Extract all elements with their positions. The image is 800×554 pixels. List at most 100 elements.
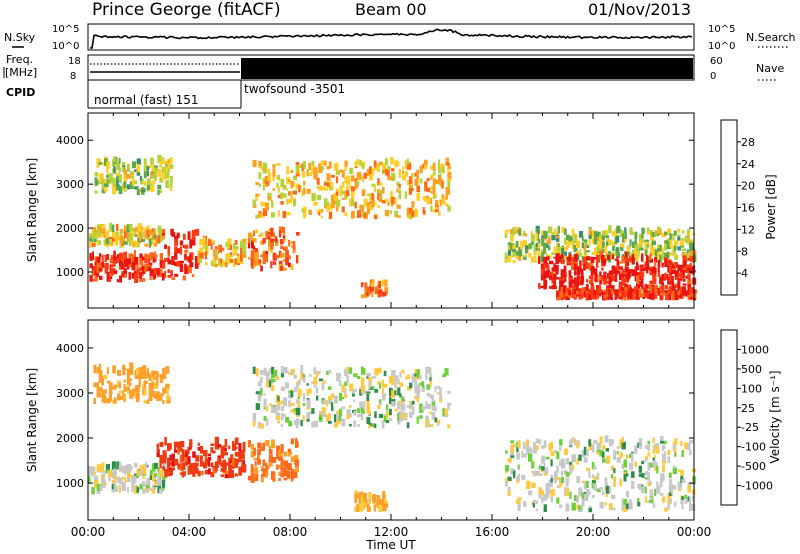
velocity-echo-cell (354, 493, 358, 501)
velocity-echo-cell (602, 491, 605, 495)
velocity-echo-cell (192, 451, 196, 458)
velocity-echo-cell (295, 381, 300, 386)
power-echo-cell (134, 186, 138, 190)
power-echo-cell (389, 157, 394, 165)
power-echo-cell (96, 274, 100, 277)
velocity-echo-cell (293, 411, 297, 415)
velocity-echo-cell (111, 489, 115, 493)
velocity-echo-cell (516, 446, 519, 453)
power-echo-cell (258, 183, 262, 187)
velocity-echo-cell (162, 475, 166, 479)
power-echo-cell (579, 260, 582, 269)
velocity-echo-cell (611, 465, 614, 471)
velocity-echo-cell (156, 377, 159, 387)
velocity-echo-cell (280, 472, 285, 478)
power-echo-cell (626, 271, 630, 276)
power-echo-cell (659, 228, 662, 236)
velocity-colorbar-tick-label: -25 (741, 421, 759, 434)
velocity-colorbar-tick-label: 500 (741, 363, 762, 376)
power-echo-cell (585, 288, 590, 293)
power-echo-cell (242, 252, 246, 258)
power-echo-cell (94, 177, 98, 184)
velocity-echo-cell (401, 369, 405, 374)
power-echo-cell (171, 277, 175, 280)
velocity-echo-cell (224, 462, 229, 466)
power-echo-cell (426, 178, 430, 182)
power-echo-cell (143, 165, 148, 172)
power-echo-cell (214, 252, 218, 261)
velocity-echo-cell (295, 384, 299, 389)
velocity-echo-cell (285, 416, 290, 423)
power-echo-cell (119, 275, 122, 283)
power-echo-cell (93, 236, 97, 243)
velocity-echo-cell (629, 462, 634, 470)
velocity-echo-cell (159, 488, 163, 494)
power-echo-cell (157, 189, 160, 195)
velocity-echo-cell (674, 438, 678, 445)
velocity-x-ticks (87, 320, 695, 520)
velocity-echo-cell (419, 415, 423, 419)
power-echo-cell (123, 264, 128, 268)
power-echo-cell (161, 159, 166, 164)
power-echo-cell (365, 286, 370, 295)
velocity-echo-cell (605, 485, 610, 494)
velocity-echo-cell (578, 454, 582, 461)
velocity-echo-cell (687, 442, 691, 451)
velocity-echo-cell (118, 478, 123, 485)
velocity-echo-cell (429, 381, 433, 386)
velocity-echo-cell (382, 501, 385, 509)
power-echo-cell (646, 262, 650, 269)
power-echo-cell (447, 165, 451, 170)
velocity-echo-cell (621, 436, 624, 443)
velocity-echo-cell (507, 486, 511, 491)
velocity-y-tick-label: 2000 (56, 432, 84, 445)
power-echo-cell (184, 244, 189, 249)
power-echo-cell (303, 206, 307, 211)
velocity-echo-cell (129, 382, 132, 387)
velocity-echo-cell (414, 380, 418, 388)
velocity-echo-cell (228, 445, 231, 450)
velocity-echo-cell (660, 440, 665, 444)
power-echo-cell (657, 265, 660, 272)
velocity-echo-cell (429, 374, 432, 382)
power-echo-cell (318, 210, 321, 216)
power-echo-cell (681, 248, 685, 251)
power-echo-cell (316, 209, 320, 214)
velocity-echo-cell (265, 462, 268, 466)
power-echo-cell (214, 263, 219, 267)
power-echo-cell (144, 230, 147, 238)
power-echo-cell (586, 261, 589, 270)
velocity-echo-cell (644, 456, 649, 460)
power-echo-cell (692, 272, 695, 275)
power-echo-cell (591, 237, 595, 244)
power-echo-cell (571, 255, 575, 260)
velocity-echo-cell (121, 469, 126, 473)
velocity-echo-cell (207, 460, 210, 467)
velocity-echo-cell (93, 368, 97, 374)
power-echo-cell (634, 243, 639, 249)
power-echo-cell (351, 210, 355, 219)
velocity-echo-cell (157, 478, 161, 486)
power-echo-cell (106, 272, 110, 275)
power-echo-cell (232, 248, 237, 256)
velocity-echo-cell (541, 466, 545, 471)
power-echo-cell (389, 210, 393, 215)
power-echo-cell (333, 192, 339, 200)
velocity-echo-cell (322, 412, 326, 418)
power-echo-cell (599, 275, 603, 280)
velocity-echo-cell (599, 449, 603, 457)
power-echo-cell (682, 286, 687, 292)
power-echo-cell (292, 190, 297, 195)
power-echo-cell (359, 204, 363, 211)
power-echo-cell (384, 209, 390, 217)
power-echo-cell (414, 209, 418, 217)
power-echo-cell (507, 252, 510, 259)
velocity-echo-cell (360, 413, 364, 420)
power-echo-cell (153, 251, 156, 259)
velocity-echo-cell (425, 424, 428, 428)
velocity-echo-cell (290, 473, 295, 480)
power-echo-cell (512, 260, 516, 264)
velocity-echo-cell (192, 464, 197, 470)
power-echo-cell (616, 251, 621, 258)
